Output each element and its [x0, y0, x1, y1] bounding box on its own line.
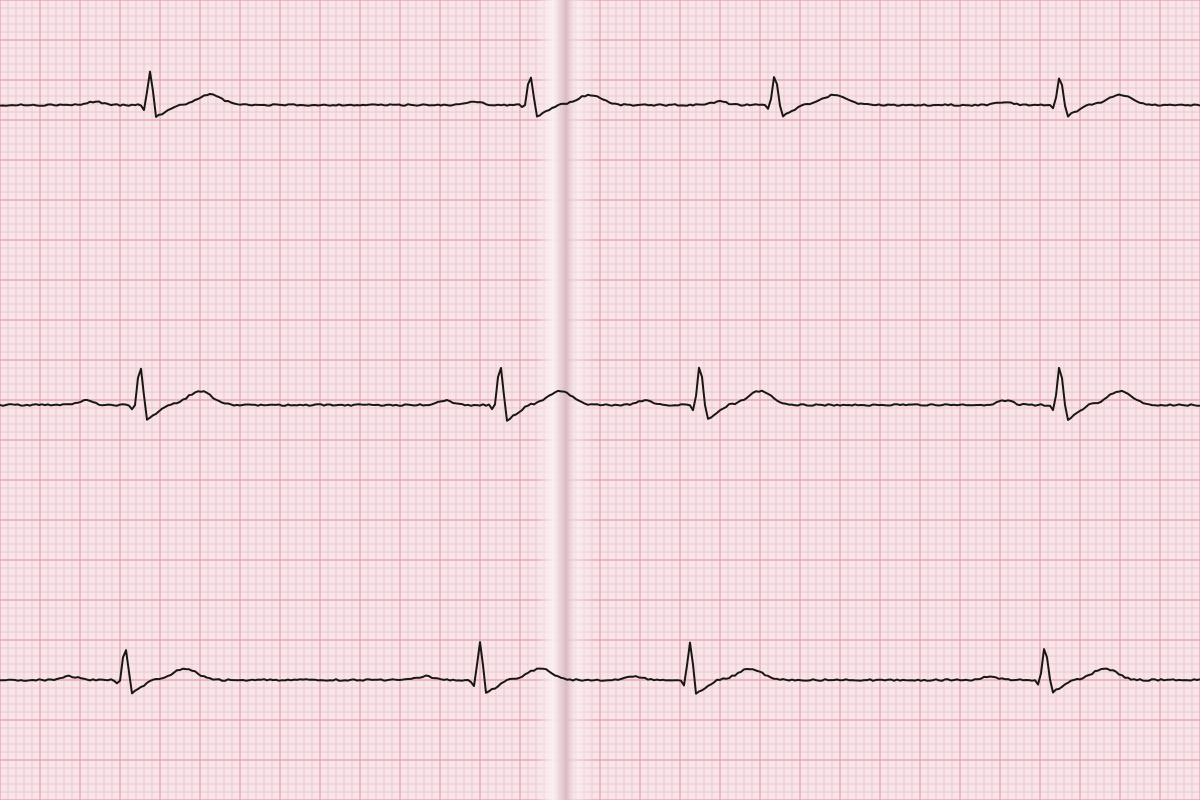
ecg-svg — [0, 0, 1200, 800]
ecg-strip — [0, 0, 1200, 800]
